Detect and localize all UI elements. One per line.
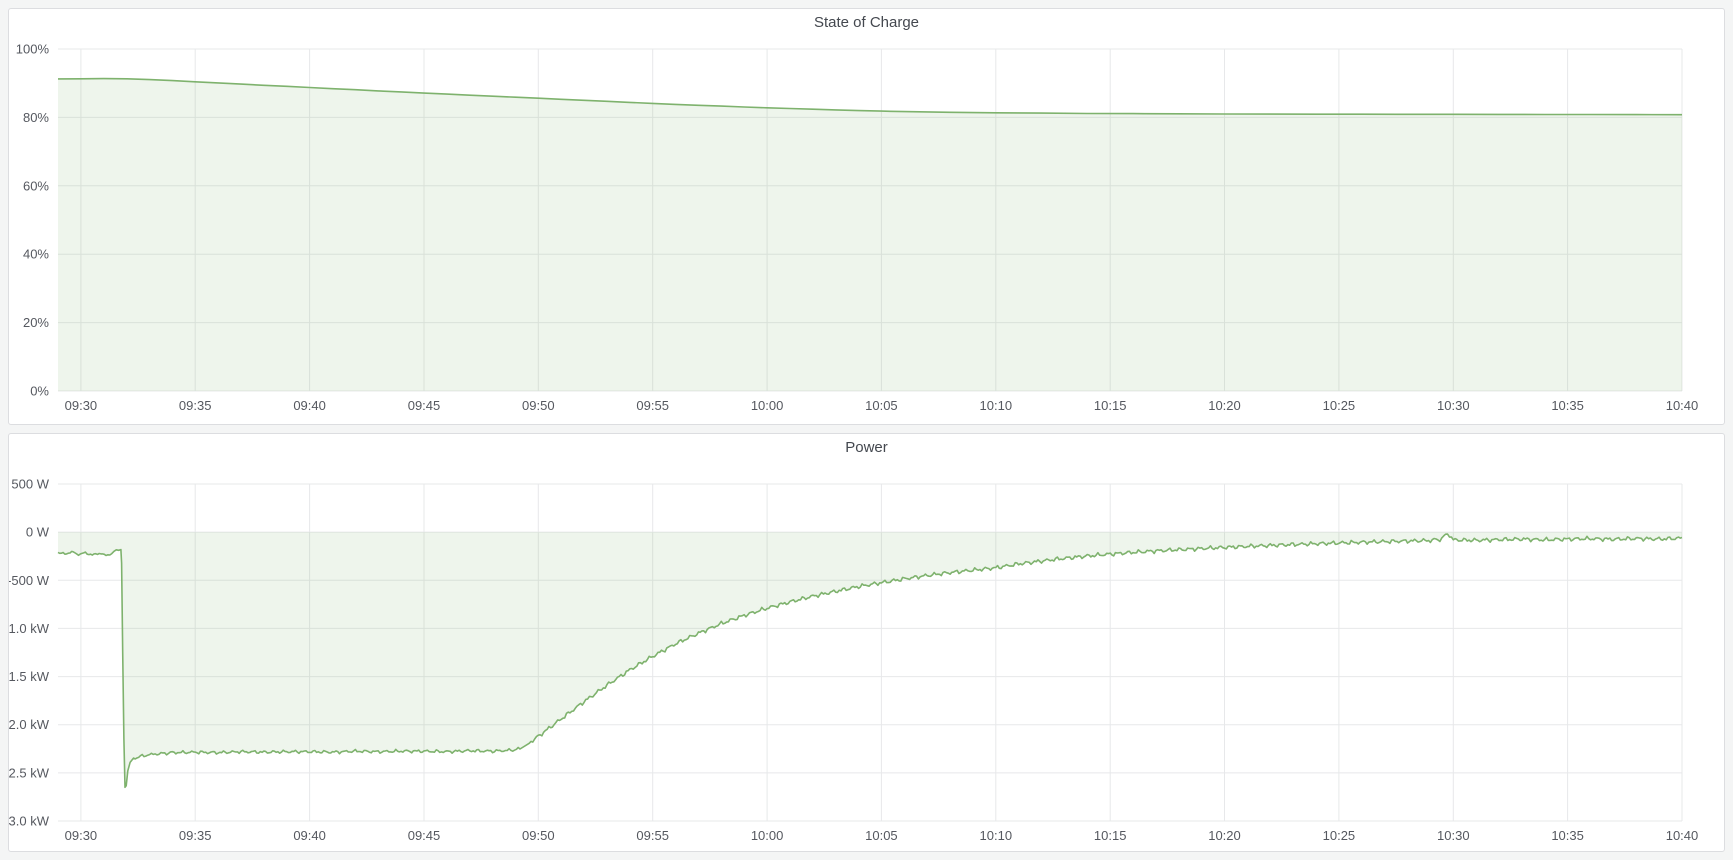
x-tick-label: 10:35: [1551, 398, 1584, 413]
x-tick-labels: 09:30 09:35 09:40 09:45 09:50 09:55 10:00 10:05…: [65, 398, 1699, 413]
x-tick-label: 09:55: [636, 828, 669, 843]
x-tick-label: 10:40: [1666, 398, 1699, 413]
x-tick-label: 09:45: [408, 398, 441, 413]
x-tick-label: 10:20: [1208, 398, 1241, 413]
y-tick-label: -1.0 kW: [9, 621, 50, 636]
y-tick-label: -2.0 kW: [9, 717, 50, 732]
panel-state-of-charge: 100% 80% 60% 40% 20% 0% 09:30 09:35 09:40 09:45 09…: [8, 8, 1725, 425]
x-tick-label: 10:00: [751, 828, 784, 843]
x-tick-label: 10:40: [1666, 828, 1699, 843]
panel-title-power[interactable]: Power: [845, 439, 888, 456]
x-tick-label: 10:00: [751, 398, 784, 413]
x-tick-labels: 09:30 09:35 09:40 09:45 09:50 09:55 10:00 10:05…: [65, 828, 1699, 843]
grid-lines: [58, 483, 1683, 822]
x-tick-label: 09:50: [522, 398, 555, 413]
x-tick-label: 10:25: [1323, 398, 1356, 413]
series-area: [58, 532, 1682, 788]
x-tick-label: 10:30: [1437, 398, 1470, 413]
y-tick-label: -2.5 kW: [9, 765, 50, 780]
x-tick-label: 09:30: [65, 398, 98, 413]
y-tick-label: 0 W: [26, 525, 50, 540]
y-tick-labels: 100% 80% 60% 40% 20% 0%: [16, 42, 50, 399]
x-tick-label: 09:40: [293, 828, 326, 843]
x-tick-label: 09:35: [179, 398, 212, 413]
x-tick-label: 09:30: [65, 828, 98, 843]
x-tick-label: 10:30: [1437, 828, 1470, 843]
series-line: [57, 77, 1683, 116]
y-tick-label: 60%: [23, 178, 49, 193]
y-tick-label: 0%: [30, 384, 49, 399]
series-area: [58, 78, 1682, 391]
x-tick-label: 09:55: [636, 398, 669, 413]
y-tick-labels: 500 W 0 W -500 W -1.0 kW -1.5 kW -2.0 kW -2.5 …: [9, 477, 50, 829]
y-tick-label: 20%: [23, 315, 49, 330]
series-line: [57, 533, 1683, 789]
x-tick-label: 09:45: [408, 828, 441, 843]
power-chart[interactable]: 500 W 0 W -500 W -1.0 kW -1.5 kW -2.0 kW -2.5 …: [9, 434, 1724, 851]
x-tick-label: 10:20: [1208, 828, 1241, 843]
x-tick-label: 09:40: [293, 398, 326, 413]
y-tick-label: -3.0 kW: [9, 814, 50, 829]
y-tick-label: 80%: [23, 110, 49, 125]
state-of-charge-chart[interactable]: 100%80%60%40%20%0%09:30 09:35 09:40 09:45 09…: [9, 9, 1724, 424]
y-tick-label: 100%: [16, 42, 50, 57]
x-tick-label: 09:35: [179, 828, 212, 843]
panel-title-state-of-charge[interactable]: State of Charge: [813, 14, 920, 31]
x-tick-label: 10:05: [865, 828, 898, 843]
x-tick-label: 10:05: [865, 398, 898, 413]
x-tick-label: 10:10: [980, 398, 1013, 413]
y-tick-label: 40%: [23, 247, 49, 262]
y-tick-label: 500 W: [11, 477, 49, 492]
y-tick-label: -1.5 kW: [9, 669, 50, 684]
x-tick-label: 09:50: [522, 828, 555, 843]
panel-power: 500 W 0 W -500 W -1.0 kW -1.5 kW -2.0 kW -2.5 …: [8, 433, 1725, 852]
x-tick-label: 10:10: [980, 828, 1013, 843]
y-tick-label: -500 W: [9, 573, 50, 588]
x-tick-label: 10:15: [1094, 398, 1127, 413]
grid-lines: [58, 48, 1683, 392]
x-tick-label: 10:15: [1094, 828, 1127, 843]
x-tick-label: 10:25: [1323, 828, 1356, 843]
x-tick-label: 10:35: [1551, 828, 1584, 843]
